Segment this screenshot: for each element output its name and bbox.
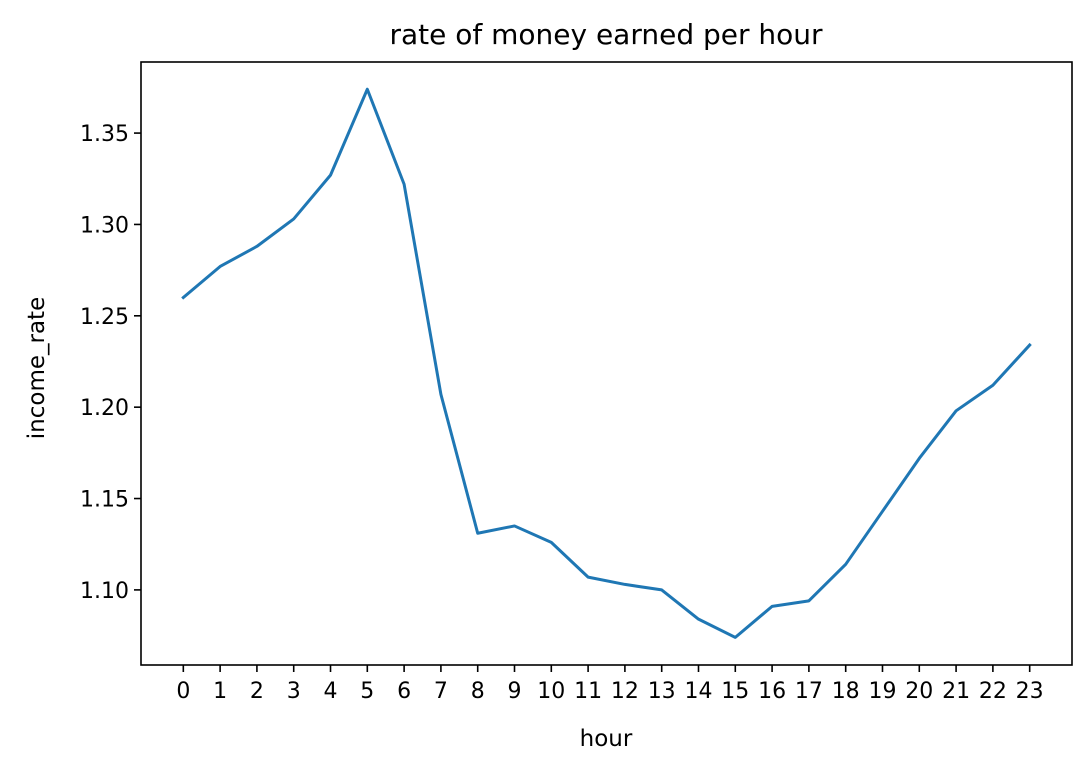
x-tick-label: 23 [1016,679,1044,704]
y-tick-label: 1.10 [80,579,129,604]
y-axis: 1.10 1.15 1.20 1.25 1.30 1.35 [80,122,141,604]
y-tick-label: 1.20 [80,396,129,421]
x-tick-label: 4 [324,679,338,704]
x-tick-label: 7 [434,679,448,704]
x-tick-label: 22 [979,679,1007,704]
plot-frame [140,61,1073,666]
x-tick-label: 10 [537,679,565,704]
x-tick-label: 3 [287,679,301,704]
y-tick-label: 1.25 [80,305,129,330]
y-tick-label: 1.15 [80,488,129,513]
x-tick-label: 15 [721,679,749,704]
x-tick-label: 0 [176,679,190,704]
x-tick-label: 20 [905,679,933,704]
x-tick-label: 12 [611,679,639,704]
x-tick-label: 13 [648,679,676,704]
x-tick-label: 21 [942,679,970,704]
x-tick-label: 14 [684,679,712,704]
x-tick-label: 16 [758,679,786,704]
x-axis-label: hour [580,726,633,752]
x-tick-label: 19 [868,679,896,704]
x-tick-label: 18 [832,679,860,704]
series-layer [181,87,1032,639]
x-axis: 0 1 2 3 4 5 6 7 8 9 10 11 12 13 14 15 16 17 18 19 20 21 22 23 [176,665,1044,704]
x-tick-label: 1 [213,679,227,704]
x-tick-label: 11 [574,679,602,704]
x-tick-label: 9 [508,679,522,704]
series-line-0 [181,87,1032,639]
chart-title: rate of money earned per hour [389,18,823,51]
x-tick-label: 17 [795,679,823,704]
x-tick-label: 2 [250,679,264,704]
x-tick-label: 5 [360,679,374,704]
x-tick-label: 6 [397,679,411,704]
y-tick-label: 1.35 [80,122,129,147]
y-axis-label: income_rate [24,297,50,439]
y-tick-label: 1.30 [80,213,129,238]
x-tick-label: 8 [471,679,485,704]
